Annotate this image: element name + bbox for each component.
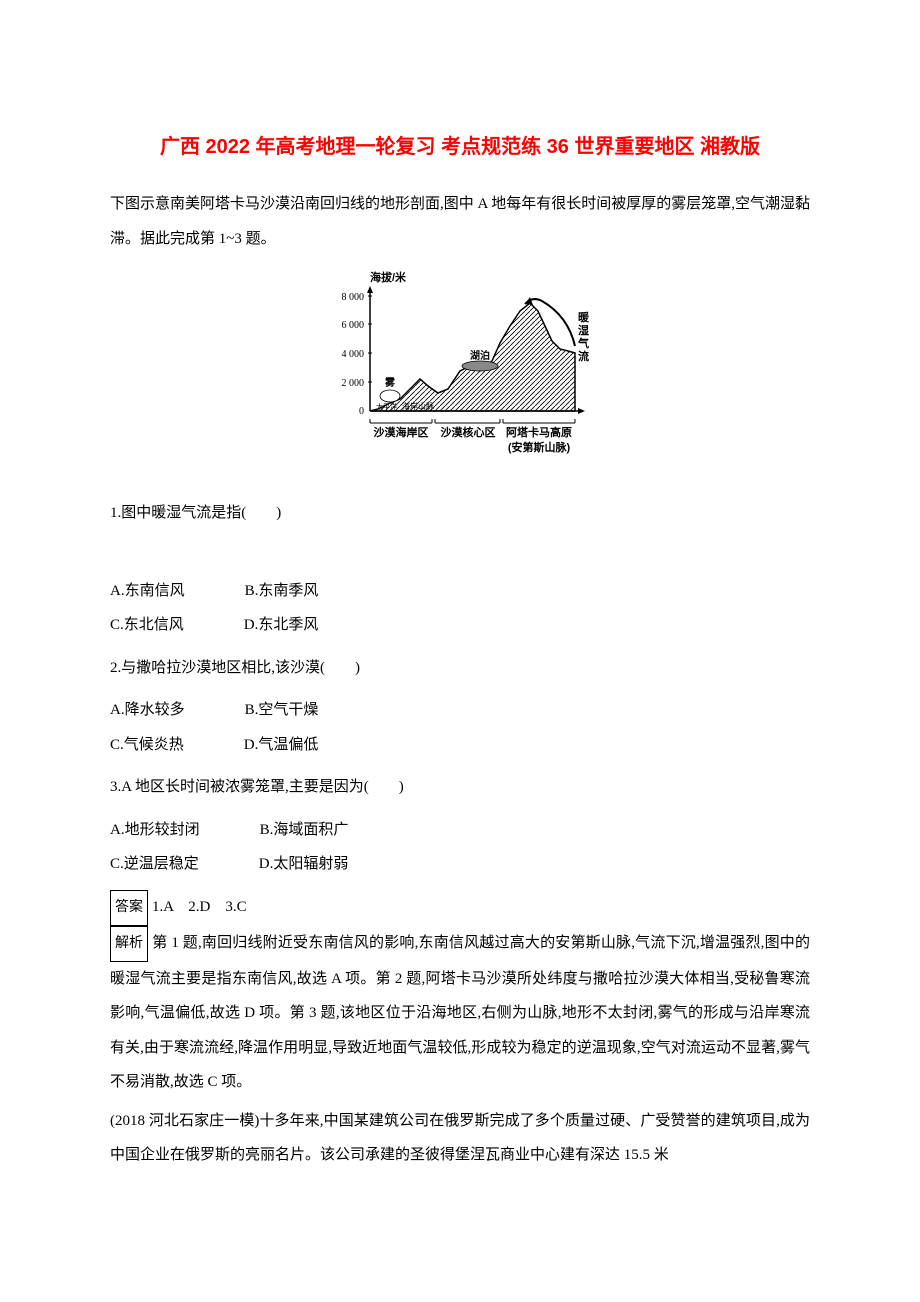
q2-opt-d: D.气温偏低 bbox=[244, 728, 319, 763]
answer-label: 答案 bbox=[110, 890, 148, 926]
q3-opt-b: B.海域面积广 bbox=[260, 813, 349, 848]
answer-text: 1.A 2.D 3.C bbox=[152, 899, 247, 915]
question-2: 2.与撒哈拉沙漠地区相比,该沙漠( ) bbox=[110, 651, 810, 686]
fog-label: 雾 bbox=[384, 377, 396, 389]
plateau-label: 阿塔卡马高原 bbox=[506, 425, 572, 439]
ytick-8000: 8 000 bbox=[342, 292, 365, 303]
q1-opt-c: C.东北信风 bbox=[110, 608, 184, 643]
q2-opt-c: C.气候炎热 bbox=[110, 728, 184, 763]
ytick-6000: 6 000 bbox=[342, 320, 365, 331]
y-axis-label: 海拔/米 bbox=[370, 271, 407, 284]
question-3: 3.A 地区长时间被浓雾笼罩,主要是因为( ) bbox=[110, 770, 810, 805]
warm-humid-char2: 湿 bbox=[578, 323, 589, 337]
terrain-profile-chart: 海拔/米 8 000 6 000 4 000 2 000 0 湖泊 bbox=[110, 271, 810, 476]
andes-label: (安第斯山脉) bbox=[508, 440, 571, 454]
q3-opt-c: C.逆温层稳定 bbox=[110, 847, 199, 882]
q1-opt-b: B.东南季风 bbox=[245, 574, 319, 609]
q2-options: A.降水较多 B.空气干燥 C.气候炎热 D.气温偏低 bbox=[110, 693, 810, 762]
pacific-label: 太平洋 bbox=[376, 402, 397, 411]
q2-opt-b: B.空气干燥 bbox=[245, 693, 319, 728]
warm-humid-char4: 流 bbox=[578, 349, 589, 363]
answer-line: 答案1.A 2.D 3.C bbox=[110, 890, 810, 926]
desert-core-label: 沙漠核心区 bbox=[441, 425, 496, 439]
ytick-0: 0 bbox=[359, 406, 364, 417]
q1-opt-a: A.东南信风 bbox=[110, 574, 185, 609]
q1-options: A.东南信风 B.东南季风 C.东北信风 D.东北季风 bbox=[110, 574, 810, 643]
q1-opt-d: D.东北季风 bbox=[244, 608, 319, 643]
q3-opt-a: A.地形较封闭 bbox=[110, 813, 200, 848]
warm-humid-char1: 暖 bbox=[578, 310, 590, 324]
q3-options: A.地形较封闭 B.海域面积广 C.逆温层稳定 D.太阳辐射弱 bbox=[110, 813, 810, 882]
ytick-4000: 4 000 bbox=[342, 349, 365, 360]
desert-coast-label: 沙漠海岸区 bbox=[374, 425, 429, 439]
explain-text: 第 1 题,南回归线附近受东南信风的影响,东南信风越过高大的安第斯山脉,气流下沉… bbox=[110, 935, 810, 1091]
question-1: 1.图中暖湿气流是指( ) bbox=[110, 496, 810, 531]
document-title: 广西 2022 年高考地理一轮复习 考点规范练 36 世界重要地区 湘教版 bbox=[110, 130, 810, 159]
coast-mountain-label: 海岸山脉 bbox=[402, 401, 434, 411]
explain-label: 解析 bbox=[110, 926, 148, 962]
q2-opt-a: A.降水较多 bbox=[110, 693, 185, 728]
explanation: 解析第 1 题,南回归线附近受东南信风的影响,东南信风越过高大的安第斯山脉,气流… bbox=[110, 926, 810, 1100]
q3-opt-d: D.太阳辐射弱 bbox=[259, 847, 349, 882]
lake-label: 湖泊 bbox=[470, 349, 490, 362]
warm-humid-char3: 气 bbox=[577, 336, 589, 350]
intro-paragraph: 下图示意南美阿塔卡马沙漠沿南回归线的地形剖面,图中 A 地每年有很长时间被厚厚的… bbox=[110, 187, 810, 256]
ytick-2000: 2 000 bbox=[342, 378, 365, 389]
followup-paragraph: (2018 河北石家庄一模)十多年来,中国某建筑公司在俄罗斯完成了多个质量过硬、… bbox=[110, 1104, 810, 1173]
